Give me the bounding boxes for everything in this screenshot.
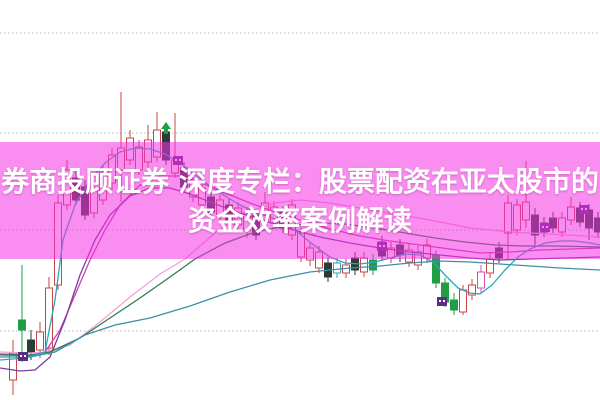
title-banner xyxy=(0,142,600,259)
article-title-line1: 券商投顾证券 深度专栏：股票配资在亚太股市的 xyxy=(1,165,599,198)
article-title-line2: 资金效率案例解读 xyxy=(187,204,412,237)
article-title: 券商投顾证券 深度专栏：股票配资在亚太股市的 资金效率案例解读 xyxy=(0,162,600,240)
